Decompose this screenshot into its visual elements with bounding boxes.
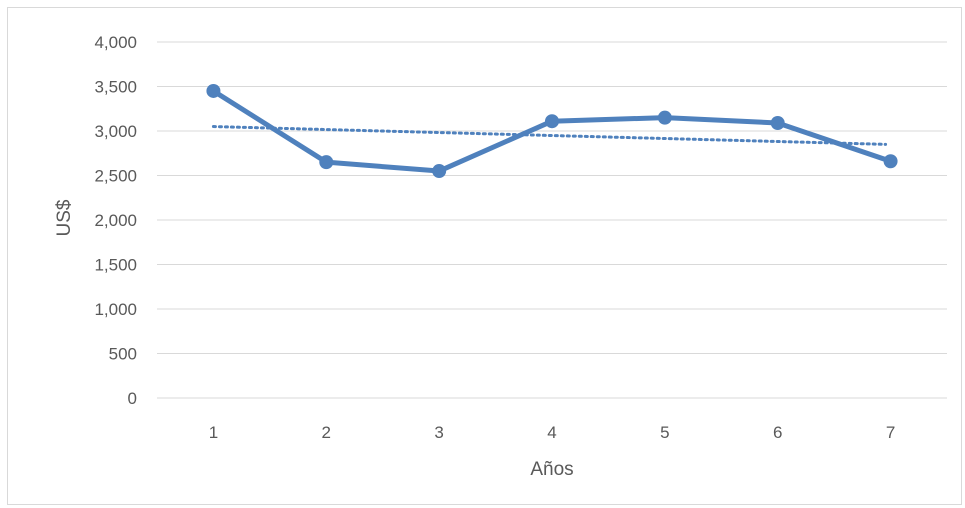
x-axis-title: Años: [530, 459, 573, 480]
y-tick-label: 3,500: [94, 78, 137, 97]
data-point: [770, 115, 785, 130]
y-tick-label: 3,000: [94, 122, 137, 141]
data-point: [657, 110, 672, 125]
trendline-group: [211, 125, 888, 146]
x-tick-label: 3: [434, 423, 443, 442]
y-tick-label: 4,000: [94, 33, 137, 52]
x-tick-label: 2: [322, 423, 331, 442]
data-point: [432, 164, 447, 179]
y-tick-label: 2,000: [94, 211, 137, 230]
y-tick-label: 500: [109, 345, 137, 364]
y-tick-label: 0: [128, 389, 137, 408]
y-tick-label: 1,000: [94, 300, 137, 319]
series-group: [206, 83, 898, 179]
x-tick-label: 5: [660, 423, 669, 442]
x-tick-label: 4: [547, 423, 556, 442]
x-tick-label: 7: [886, 423, 895, 442]
y-axis-ticks: 0 500 1,000 1,500 2,000 2,500 3,000 3,500 4,000: [94, 33, 137, 408]
gridlines: [157, 41, 947, 399]
x-axis-ticks: 1 2 3 4 5 6 7: [209, 423, 896, 442]
x-tick-label: 1: [209, 423, 218, 442]
data-point: [319, 155, 334, 170]
x-tick-label: 6: [773, 423, 782, 442]
trendline: [211, 125, 888, 146]
y-tick-label: 2,500: [94, 167, 137, 186]
data-point: [883, 154, 898, 169]
y-tick-label: 1,500: [94, 256, 137, 275]
data-point: [206, 83, 221, 98]
y-axis-title: US$: [54, 199, 75, 236]
chart-frame: [7, 7, 962, 505]
data-point: [545, 114, 559, 129]
